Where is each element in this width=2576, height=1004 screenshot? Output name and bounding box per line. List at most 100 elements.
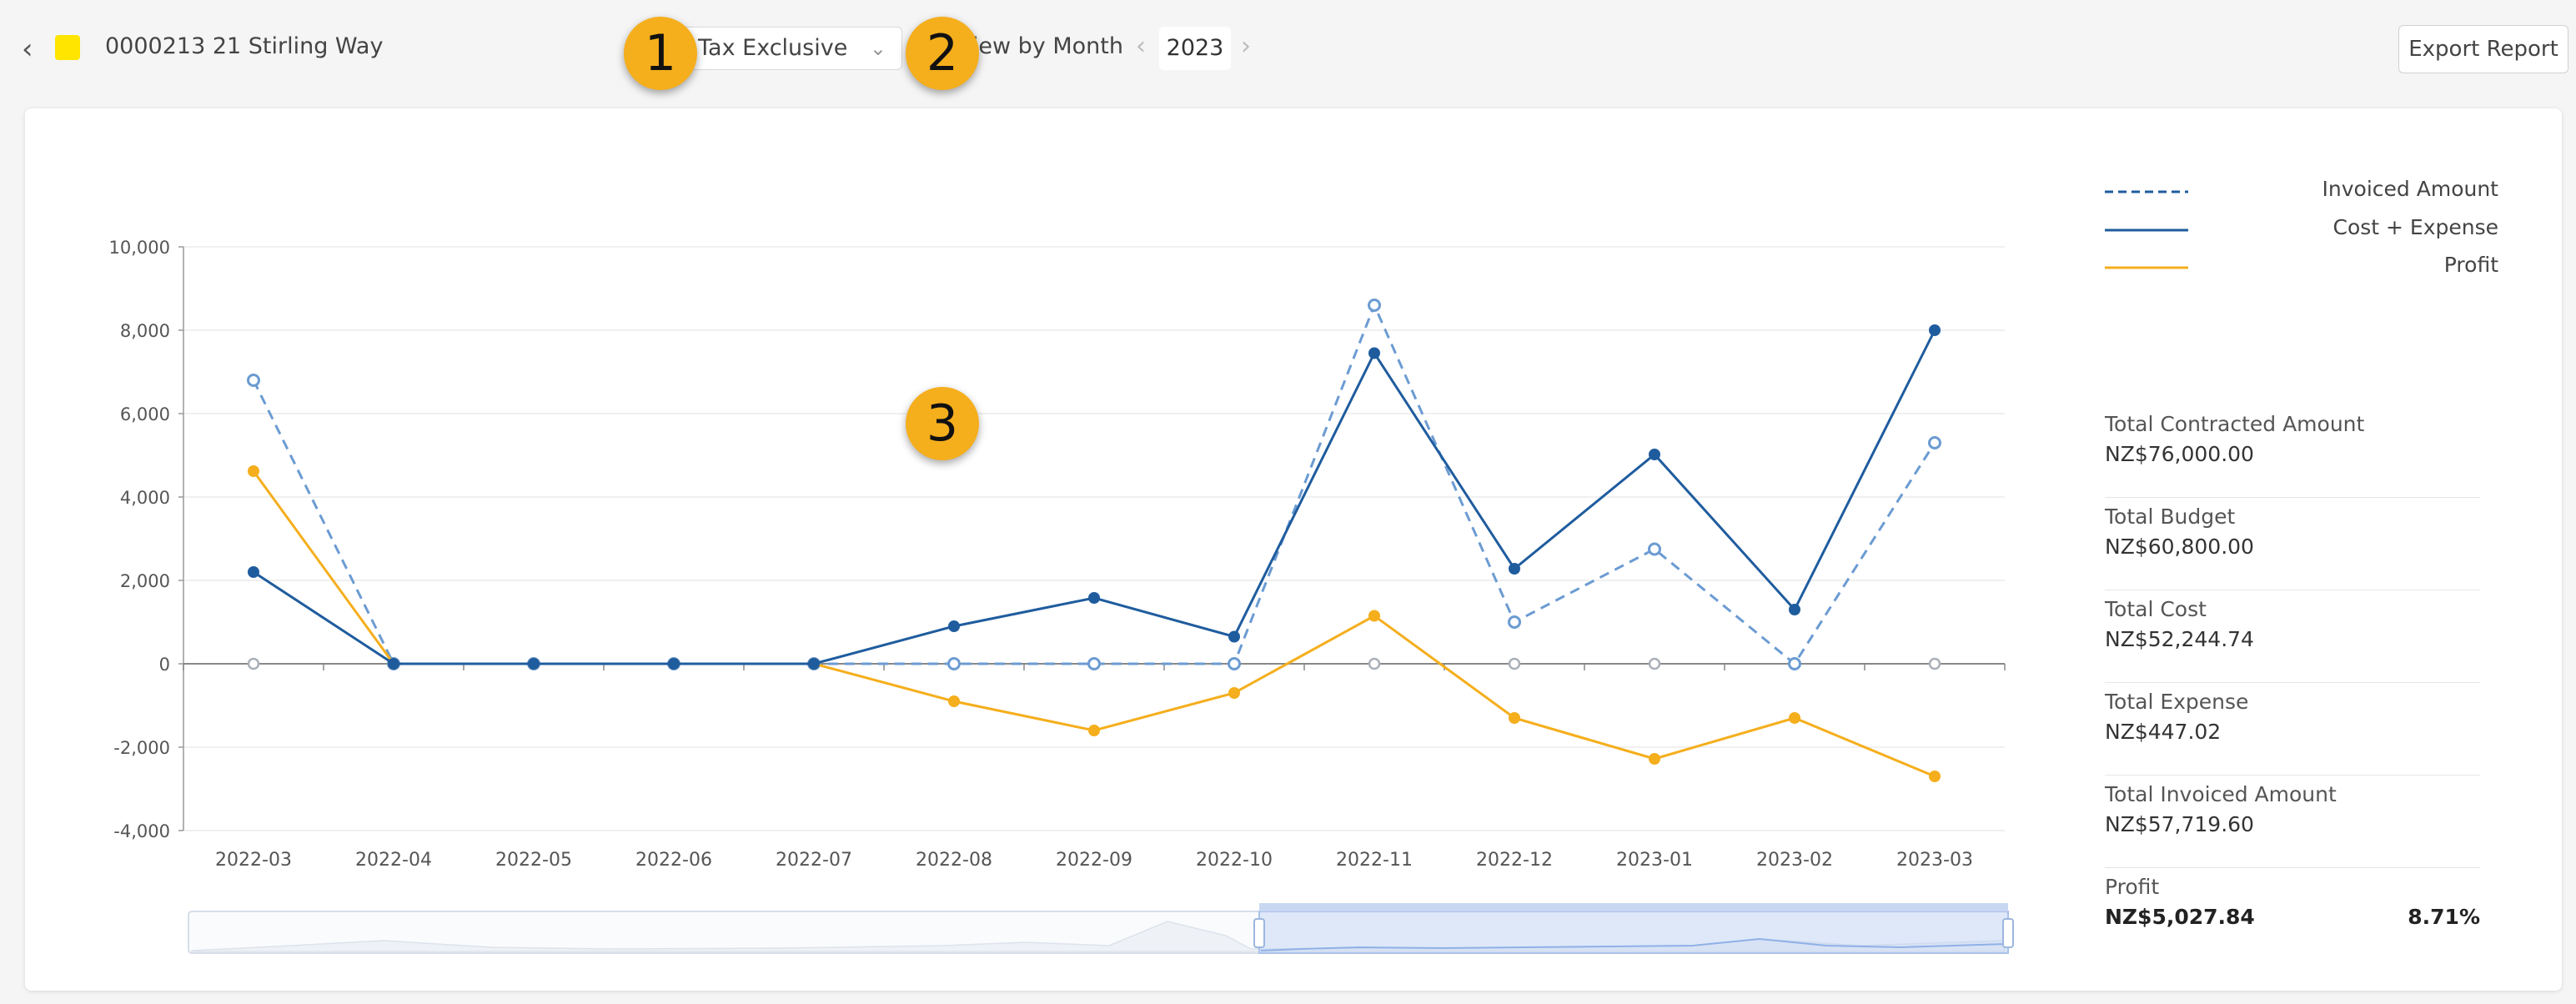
data-point[interactable] [1789, 604, 1800, 615]
data-point[interactable] [1649, 753, 1660, 765]
chevron-left-icon[interactable]: ‹ [22, 33, 33, 66]
zero-point [1368, 657, 1381, 670]
data-point[interactable] [1929, 771, 1941, 782]
profit-chart: 10,0008,0006,0004,0002,0000-2,000-4,000 … [109, 238, 2014, 954]
zero-point [1508, 657, 1521, 670]
data-point[interactable] [947, 657, 961, 670]
data-point[interactable] [808, 658, 820, 670]
chart-zoom-slider[interactable] [188, 903, 2014, 954]
data-point[interactable] [1368, 347, 1380, 359]
y-tick-label: 8,000 [120, 321, 170, 341]
data-point[interactable] [388, 658, 399, 670]
x-tick-label: 2022-07 [776, 850, 852, 871]
x-tick-label: 2022-06 [635, 850, 712, 871]
summary-value: NZ$60,800.00 [2105, 535, 2254, 559]
tax-mode-value: Tax Exclusive [698, 35, 848, 61]
x-tick-label: 2023-01 [1616, 850, 1693, 871]
summary-label: Total Invoiced Amount [2105, 782, 2337, 806]
x-tick-label: 2022-12 [1476, 850, 1553, 871]
top-bar: ‹ 0000213 21 Stirling Way Tax Exclusive … [0, 0, 2576, 100]
zoom-left-handle[interactable] [1253, 918, 1265, 948]
year-value: 2023 [1159, 27, 1231, 70]
report-card: 10,000 8,000 6,000 4,000 2,000 0 -2,000 -4,000 … [25, 108, 2562, 991]
view-by-label[interactable]: View by Month [957, 33, 1123, 59]
x-tick-label: 2022-10 [1196, 850, 1273, 871]
x-tick-label: 2022-03 [215, 850, 292, 871]
data-point[interactable] [1649, 449, 1660, 460]
x-tick-label: 2022-05 [495, 850, 572, 871]
summary-value: NZ$57,719.60 [2105, 812, 2254, 836]
x-tick-label: 2023-03 [1896, 850, 1973, 871]
legend-cost-expense[interactable]: Cost + Expense [2332, 215, 2498, 239]
data-point[interactable] [1368, 610, 1380, 622]
zero-point [247, 657, 260, 670]
legend-swatches [2105, 190, 2188, 269]
data-point[interactable] [248, 465, 259, 477]
step-badge-3: 3 [906, 387, 979, 460]
summary-label: Total Cost [2105, 597, 2207, 621]
summary-value: NZ$447.02 [2105, 720, 2222, 744]
step-badge-1: 1 [624, 17, 697, 90]
y-tick-label: 2,000 [120, 571, 170, 591]
data-point[interactable] [1088, 592, 1100, 604]
x-tick-label: 2022-04 [355, 850, 432, 871]
summary-item: Total Budget NZ$60,800.00 [2105, 498, 2480, 590]
data-point[interactable] [1508, 615, 1521, 629]
data-point[interactable] [1087, 657, 1101, 670]
profit-percent: 8.71% [2408, 905, 2480, 929]
next-year-icon[interactable]: › [1241, 32, 1251, 61]
project-color-swatch [55, 35, 80, 60]
y-tick-label: -2,000 [113, 738, 170, 758]
y-tick-label: 6,000 [120, 404, 170, 424]
data-point[interactable] [1088, 725, 1100, 736]
project-name: 0000213 21 Stirling Way [105, 33, 384, 59]
summary-item: Total Invoiced Amount NZ$57,719.60 [2105, 776, 2480, 868]
chevron-down-icon: ⌄ [869, 37, 886, 60]
data-point[interactable] [1368, 299, 1381, 312]
data-point[interactable] [1928, 436, 1941, 449]
summary-item: Total Expense NZ$447.02 [2105, 683, 2480, 776]
data-point[interactable] [948, 620, 960, 632]
data-point[interactable] [1509, 712, 1520, 724]
data-point[interactable] [1789, 712, 1800, 724]
summary-value: NZ$76,000.00 [2105, 442, 2254, 466]
y-tick-label: 4,000 [120, 488, 170, 508]
summary-item: Total Contracted Amount NZ$76,000.00 [2105, 405, 2480, 498]
x-tick-label: 2023-02 [1756, 850, 1833, 871]
data-point[interactable] [1648, 542, 1661, 556]
y-tick-label: -4,000 [113, 821, 170, 841]
data-point[interactable] [1509, 563, 1520, 575]
data-point[interactable] [1788, 657, 1801, 670]
x-tick-label: 2022-08 [916, 850, 992, 871]
zoom-right-handle[interactable] [2002, 918, 2014, 948]
data-point[interactable] [1228, 657, 1241, 670]
legend-invoiced-amount[interactable]: Invoiced Amount [2322, 177, 2498, 201]
tax-mode-select[interactable]: Tax Exclusive ⌄ [677, 27, 902, 70]
step-badge-2: 2 [906, 17, 979, 90]
summary-item-profit: Profit NZ$5,027.84 8.71% [2105, 868, 2480, 961]
data-point[interactable] [948, 695, 960, 707]
summary-item: Total Cost NZ$52,244.74 [2105, 590, 2480, 683]
x-tick-label: 2022-09 [1056, 850, 1132, 871]
summary-label: Total Expense [2105, 690, 2249, 714]
data-point[interactable] [248, 566, 259, 578]
data-point[interactable] [528, 658, 540, 670]
zero-point [1648, 657, 1661, 670]
summary-label: Profit [2105, 875, 2160, 899]
data-point[interactable] [1228, 687, 1240, 699]
x-tick-label: 2022-11 [1336, 850, 1413, 871]
y-tick-label: 0 [159, 655, 170, 675]
export-report-button[interactable]: Export Report [2398, 25, 2568, 73]
summary-value: NZ$5,027.84 [2105, 905, 2255, 929]
data-point[interactable] [247, 374, 260, 387]
zero-point [1928, 657, 1941, 670]
data-point[interactable] [668, 658, 680, 670]
data-point[interactable] [1228, 630, 1240, 643]
legend-profit[interactable]: Profit [2443, 253, 2498, 277]
data-point[interactable] [1929, 324, 1941, 336]
summary-label: Total Budget [2105, 505, 2236, 529]
summary-label: Total Contracted Amount [2105, 412, 2365, 436]
y-tick-label: 10,000 [109, 238, 170, 258]
summary-value: NZ$52,244.74 [2105, 627, 2254, 651]
previous-year-icon[interactable]: ‹ [1136, 32, 1146, 61]
